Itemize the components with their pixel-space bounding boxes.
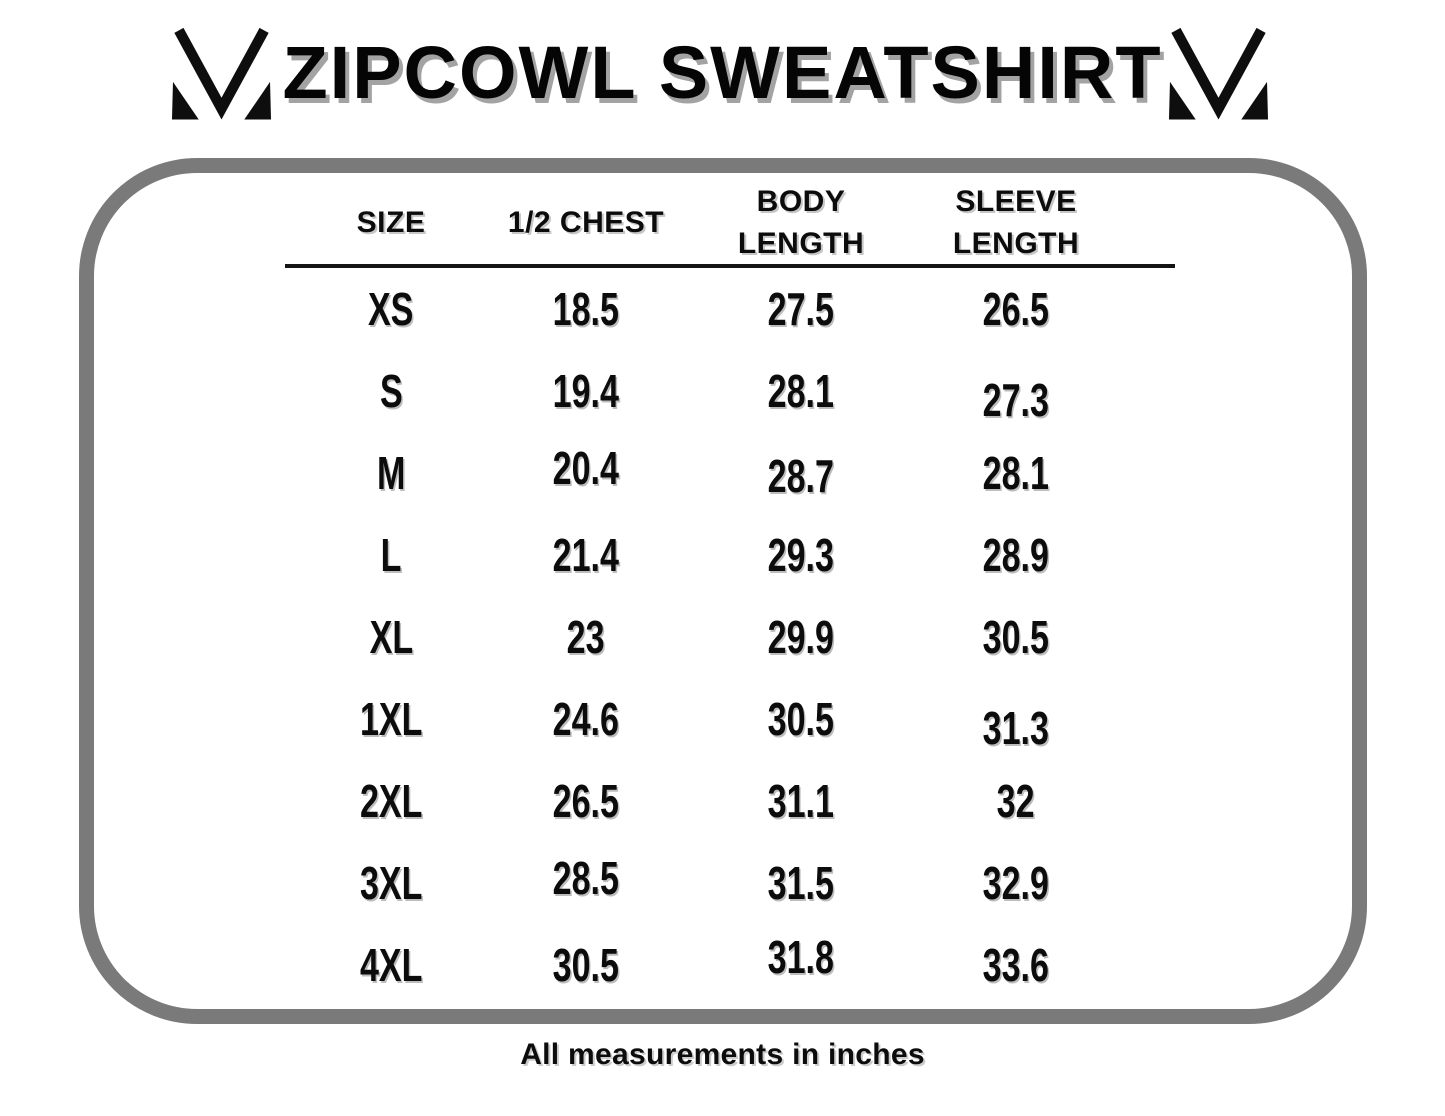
cell-sleeve-length: 26.5: [982, 283, 1050, 335]
table-row: 1XL 24.6 30.5 31.3: [285, 678, 1175, 760]
cell-half-chest: 24.6: [552, 693, 620, 745]
cell-body-length: 30.5: [767, 693, 835, 745]
cell-size: 3XL: [359, 857, 423, 909]
table-row: M 20.4 28.7 28.1: [285, 432, 1175, 514]
cell-half-chest: 20.4: [552, 442, 620, 494]
cell-sleeve-length: 33.6: [982, 939, 1050, 991]
cell-sleeve-length: 27.3: [982, 374, 1050, 426]
table-row: L 21.4 29.3 28.9: [285, 514, 1175, 596]
cell-size: M: [376, 447, 406, 499]
cell-body-length: 27.5: [767, 283, 835, 335]
cell-body-length: 28.1: [767, 365, 835, 417]
brand-logo-icon: [170, 27, 273, 121]
size-table: SIZE 1/2 CHEST BODY LENGTH SLEEVE LENGTH…: [285, 181, 1175, 1006]
cell-body-length: 29.3: [767, 529, 835, 581]
cell-sleeve-length: 31.3: [982, 702, 1050, 754]
cell-body-length: 29.9: [767, 611, 835, 663]
brand-logo-icon: [1167, 27, 1270, 121]
cell-sleeve-length: 28.9: [982, 529, 1050, 581]
table-row: XS 18.5 27.5 26.5: [285, 268, 1175, 350]
table-row: 2XL 26.5 31.1 32: [285, 760, 1175, 842]
cell-size: S: [379, 365, 403, 417]
cell-half-chest: 18.5: [552, 283, 620, 335]
column-header-body-length: BODY LENGTH: [737, 185, 865, 260]
cell-size: XL: [369, 611, 413, 663]
table-row: XL 23 29.9 30.5: [285, 596, 1175, 678]
cell-half-chest: 30.5: [552, 939, 620, 991]
cell-sleeve-length: 28.1: [982, 447, 1050, 499]
column-header-sleeve-length: SLEEVE LENGTH: [952, 185, 1080, 260]
table-body: XS 18.5 27.5 26.5 S 19.4 28.1 27.3 M 20.…: [285, 268, 1175, 1006]
cell-sleeve-length: 30.5: [982, 611, 1050, 663]
header-divider: [285, 264, 1175, 268]
cell-body-length: 28.7: [767, 450, 835, 502]
cell-body-length: 31.5: [767, 857, 835, 909]
cell-sleeve-length: 32: [997, 775, 1035, 827]
cell-size: 1XL: [359, 693, 423, 745]
table-row: S 19.4 28.1 27.3: [285, 350, 1175, 432]
cell-half-chest: 19.4: [552, 365, 620, 417]
cell-half-chest: 28.5: [552, 852, 620, 904]
cell-size: 2XL: [359, 775, 423, 827]
table-row: 4XL 30.5 31.8 33.6: [285, 924, 1175, 1006]
cell-half-chest: 21.4: [552, 529, 620, 581]
cell-half-chest: 26.5: [552, 775, 620, 827]
cell-size: XS: [368, 283, 414, 335]
table-header-row: SIZE 1/2 CHEST BODY LENGTH SLEEVE LENGTH: [285, 181, 1175, 264]
cell-half-chest: 23: [567, 611, 605, 663]
measurements-note: All measurements in inches: [520, 1038, 925, 1071]
cell-size: L: [380, 529, 402, 581]
cell-body-length: 31.8: [767, 931, 835, 983]
column-header-size: SIZE: [356, 206, 426, 239]
column-header-half-chest: 1/2 CHEST: [507, 206, 665, 239]
cell-sleeve-length: 32.9: [982, 857, 1050, 909]
table-row: 3XL 28.5 31.5 32.9: [285, 842, 1175, 924]
chart-frame-border: [79, 158, 1367, 1024]
page-title: ZIPCOWL SWEATSHIRT: [282, 30, 1163, 114]
cell-body-length: 31.1: [767, 775, 835, 827]
cell-size: 4XL: [359, 939, 423, 991]
